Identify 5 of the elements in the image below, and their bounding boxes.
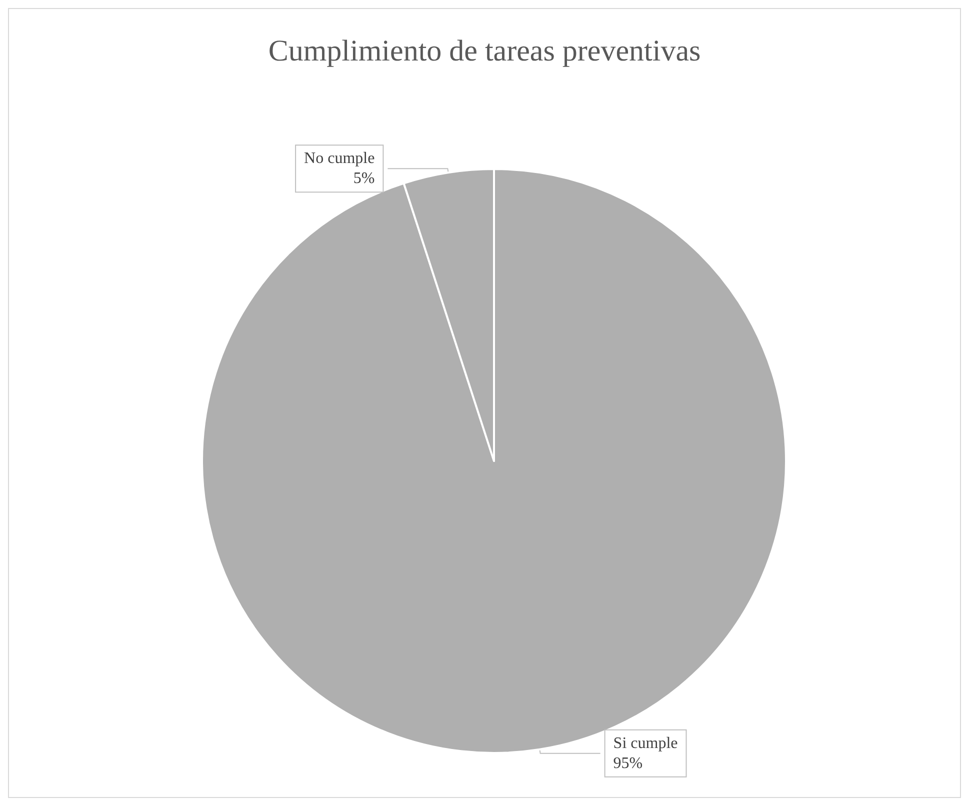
slice-label: No cumple: [304, 150, 375, 168]
slice-label: Si cumple: [613, 734, 678, 752]
data-label: 95%: [613, 754, 643, 772]
data-label: 5%: [353, 170, 375, 188]
chart-title: Cumplimiento de tareas preventivas: [268, 34, 701, 68]
